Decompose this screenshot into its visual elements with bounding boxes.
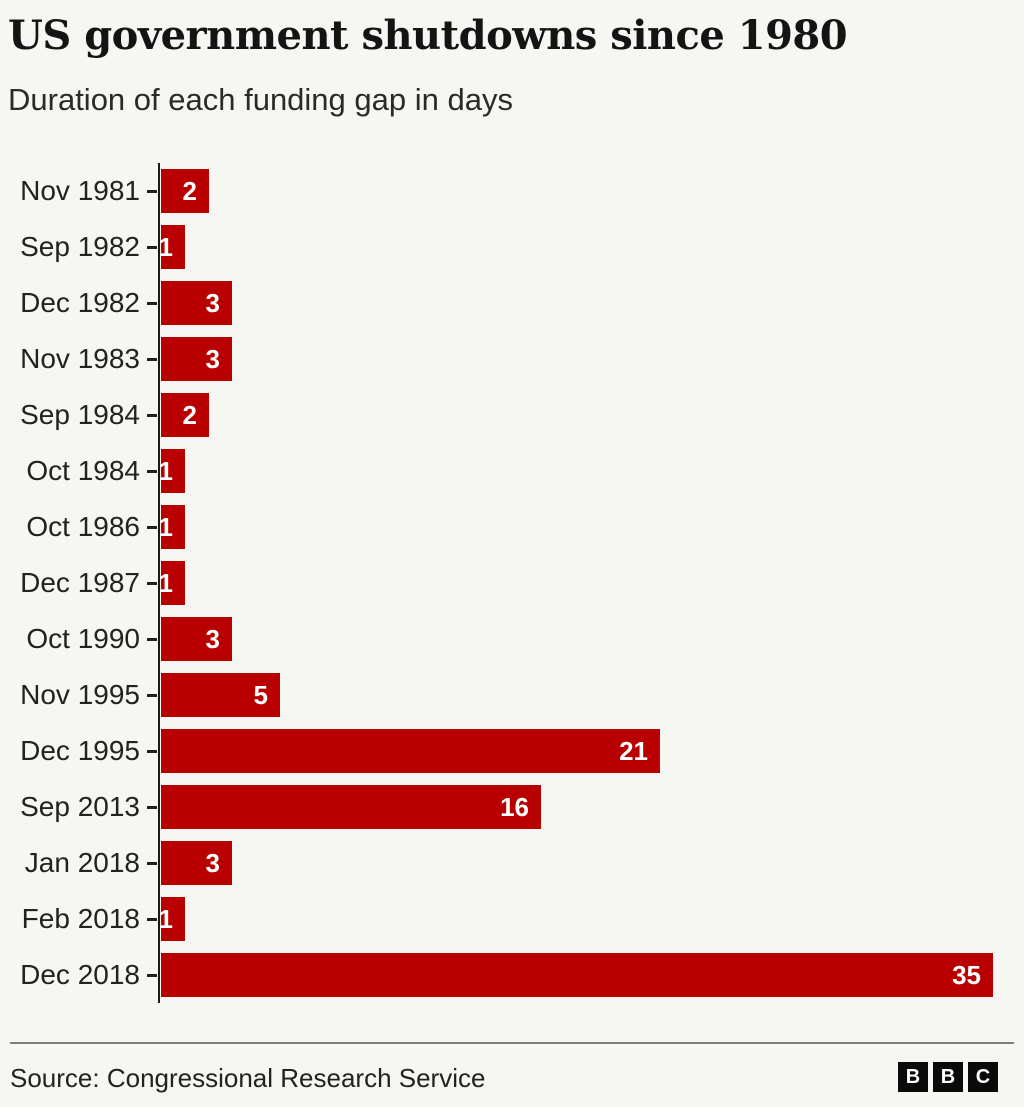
chart-title: US government shutdowns since 1980 — [8, 12, 848, 59]
category-label: Sep 1982 — [20, 231, 140, 262]
axis-tick — [147, 862, 157, 865]
logo-letter-b: B — [898, 1062, 928, 1092]
bar-value-label: 3 — [205, 624, 220, 654]
category-label: Nov 1983 — [20, 343, 140, 374]
chart-subtitle: Duration of each funding gap in days — [8, 82, 513, 117]
bar: 16 — [161, 785, 541, 829]
bar: 3 — [161, 617, 232, 661]
bar: 1 — [158, 505, 185, 549]
category-label: Sep 1984 — [20, 399, 140, 430]
axis-tick — [147, 750, 157, 753]
bar-value-label: 21 — [619, 736, 648, 766]
bar: 1 — [158, 225, 185, 269]
bar-row: Nov 1983 3 — [0, 331, 1010, 387]
bar-row: Sep 1982 1 — [0, 219, 1010, 275]
category-label: Dec 1982 — [20, 287, 140, 318]
bar: 3 — [161, 841, 232, 885]
category-label: Feb 2018 — [21, 903, 140, 934]
bar-row: Sep 1984 2 — [0, 387, 1010, 443]
footer-divider — [10, 1042, 1014, 1044]
axis-tick — [147, 806, 157, 809]
bar: 2 — [161, 169, 209, 213]
bar-value-label: 5 — [253, 680, 268, 710]
bar-value-label: 16 — [500, 792, 529, 822]
category-label: Jan 2018 — [24, 847, 140, 878]
bar-row: Dec 1982 3 — [0, 275, 1010, 331]
bar-row: Sep 2013 16 — [0, 779, 1010, 835]
bar-row: Jan 2018 3 — [0, 835, 1010, 891]
category-label: Oct 1990 — [26, 623, 140, 654]
axis-tick — [147, 526, 157, 529]
axis-tick — [147, 190, 157, 193]
bar-row: Dec 2018 35 — [0, 947, 1010, 1003]
bar-value-label: 1 — [158, 232, 173, 262]
bar: 5 — [161, 673, 280, 717]
axis-tick — [147, 694, 157, 697]
axis-tick — [147, 918, 157, 921]
bar-row: Dec 1995 21 — [0, 723, 1010, 779]
category-label: Dec 1995 — [20, 735, 140, 766]
logo-letter-b: B — [933, 1062, 963, 1092]
bar: 35 — [161, 953, 993, 997]
bar: 1 — [158, 897, 185, 941]
category-label: Nov 1995 — [20, 679, 140, 710]
bar-row: Oct 1984 1 — [0, 443, 1010, 499]
bar: 21 — [161, 729, 660, 773]
bar: 3 — [161, 281, 232, 325]
bar-row: Feb 2018 1 — [0, 891, 1010, 947]
y-axis-line — [158, 163, 160, 1003]
axis-tick — [147, 638, 157, 641]
bar-row: Oct 1986 1 — [0, 499, 1010, 555]
category-label: Nov 1981 — [20, 175, 140, 206]
bar: 2 — [161, 393, 209, 437]
bar: 1 — [158, 449, 185, 493]
axis-tick — [147, 470, 157, 473]
bar: 1 — [158, 561, 185, 605]
axis-tick — [147, 974, 157, 977]
category-label: Oct 1986 — [26, 511, 140, 542]
logo-letter-c: C — [968, 1062, 998, 1092]
bar-chart: Nov 1981 2 Sep 1982 1 Dec 1982 3 Nov 1983 3 Sep … — [0, 163, 1010, 1003]
axis-tick — [147, 414, 157, 417]
bar-value-label: 1 — [158, 904, 173, 934]
bar-value-label: 35 — [952, 960, 981, 990]
source-text: Source: Congressional Research Service — [10, 1063, 486, 1093]
axis-tick — [147, 302, 157, 305]
axis-tick — [147, 358, 157, 361]
bar-row: Nov 1995 5 — [0, 667, 1010, 723]
axis-tick — [147, 582, 157, 585]
bar-value-label: 3 — [205, 288, 220, 318]
bar: 3 — [161, 337, 232, 381]
bar-row: Oct 1990 3 — [0, 611, 1010, 667]
bar-value-label: 1 — [158, 568, 173, 598]
axis-tick — [147, 246, 157, 249]
category-label: Dec 2018 — [20, 959, 140, 990]
bar-value-label: 2 — [182, 400, 197, 430]
category-label: Sep 2013 — [20, 791, 140, 822]
bar-value-label: 3 — [205, 344, 220, 374]
bar-value-label: 3 — [205, 848, 220, 878]
category-label: Oct 1984 — [26, 455, 140, 486]
bar-value-label: 2 — [182, 176, 197, 206]
bar-row: Nov 1981 2 — [0, 163, 1010, 219]
category-label: Dec 1987 — [20, 567, 140, 598]
bar-row: Dec 1987 1 — [0, 555, 1010, 611]
bar-value-label: 1 — [158, 456, 173, 486]
bar-value-label: 1 — [158, 512, 173, 542]
